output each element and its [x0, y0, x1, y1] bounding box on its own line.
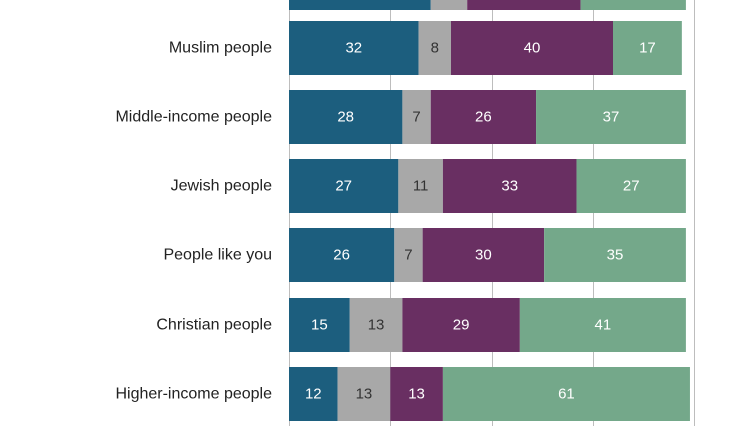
- data-label-5-0: 15: [311, 317, 328, 334]
- bar-segment-4-1: [394, 228, 423, 282]
- bar-segment-6-3: [442, 367, 690, 421]
- bar-segment-0-2: [467, 0, 581, 10]
- bar-segment-3-0: [289, 159, 399, 213]
- bar-segment-3-2: [442, 159, 577, 213]
- bar-segment-6-2: [390, 367, 443, 421]
- bar-segment-4-3: [544, 228, 686, 282]
- category-label-2: Middle-income people: [115, 109, 272, 126]
- data-label-4-0: 26: [333, 247, 350, 264]
- bar-segment-1-1: [418, 21, 451, 75]
- data-label-1-2: 40: [524, 40, 541, 57]
- data-label-2-0: 28: [337, 109, 354, 126]
- data-label-2-3: 37: [603, 109, 620, 126]
- category-label-3: Jewish people: [171, 178, 273, 195]
- bar-segment-1-0: [289, 21, 419, 75]
- bar-segment-0-3: [580, 0, 686, 10]
- data-label-1-0: 32: [345, 40, 362, 57]
- data-label-5-1: 13: [368, 317, 385, 334]
- bar-segment-5-2: [402, 298, 520, 352]
- bar-segment-2-0: [289, 90, 403, 144]
- bar-segment-1-3: [613, 21, 682, 75]
- category-label-5: Christian people: [156, 317, 272, 334]
- bars: 3592826328401728726372711332726730351513…: [289, 0, 690, 421]
- bar-segment-3-1: [398, 159, 443, 213]
- data-label-2-1: 7: [412, 109, 420, 126]
- bar-segment-4-0: [289, 228, 395, 282]
- data-label-4-2: 30: [475, 247, 492, 264]
- data-label-4-3: 35: [607, 247, 624, 264]
- bar-segment-6-0: [289, 367, 338, 421]
- data-label-1-1: 8: [431, 40, 439, 57]
- data-label-5-3: 41: [595, 317, 612, 334]
- bar-segment-0-1: [430, 0, 468, 10]
- data-label-6-2: 13: [408, 386, 425, 403]
- data-label-1-3: 17: [639, 40, 656, 57]
- bar-segment-4-2: [422, 228, 545, 282]
- bar-segment-5-1: [349, 298, 403, 352]
- bar-segment-1-2: [451, 21, 613, 75]
- bar-segment-5-0: [289, 298, 350, 352]
- category-label-4: People like you: [163, 247, 272, 264]
- data-label-5-2: 29: [453, 317, 470, 334]
- bar-segment-5-3: [519, 298, 686, 352]
- category-label-1: Muslim people: [169, 40, 272, 57]
- bar-segment-2-3: [536, 90, 686, 144]
- category-labels: Muslim people Middle-income people Jewish …: [115, 40, 272, 403]
- category-label-6: Higher-income people: [115, 386, 272, 403]
- data-label-6-1: 13: [356, 386, 373, 403]
- bar-segment-3-3: [576, 159, 686, 213]
- data-label-3-1: 11: [413, 178, 429, 195]
- data-label-3-3: 27: [623, 178, 640, 195]
- bar-segment-0-0: [289, 0, 431, 10]
- data-label-3-2: 33: [501, 178, 518, 195]
- data-label-6-3: 61: [558, 386, 575, 403]
- bar-segment-2-2: [430, 90, 537, 144]
- bar-segment-2-1: [402, 90, 431, 144]
- data-label-3-0: 27: [335, 178, 352, 195]
- bar-segment-6-1: [337, 367, 391, 421]
- data-label-4-1: 7: [404, 247, 412, 264]
- data-label-2-2: 26: [475, 109, 492, 126]
- data-label-6-0: 12: [305, 386, 322, 403]
